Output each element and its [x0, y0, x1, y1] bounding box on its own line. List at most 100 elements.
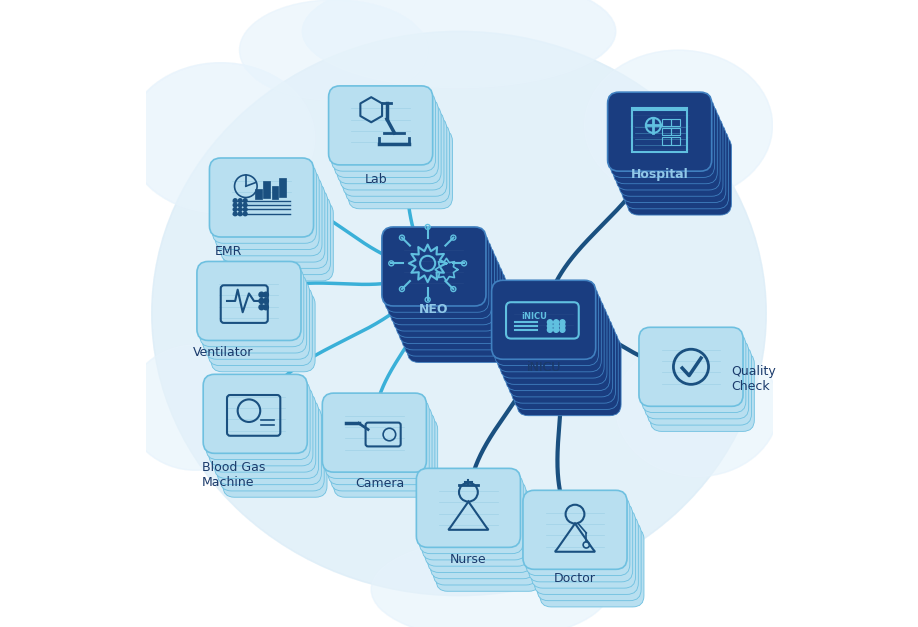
Polygon shape [296, 285, 298, 348]
Polygon shape [308, 411, 310, 473]
Text: Camera: Camera [355, 477, 405, 490]
Ellipse shape [585, 50, 773, 201]
Polygon shape [515, 492, 518, 555]
Polygon shape [522, 392, 607, 398]
FancyBboxPatch shape [436, 512, 540, 591]
Polygon shape [630, 533, 633, 596]
Polygon shape [523, 511, 526, 574]
FancyBboxPatch shape [255, 189, 263, 199]
Polygon shape [700, 103, 703, 166]
FancyBboxPatch shape [334, 98, 438, 177]
Polygon shape [298, 392, 302, 455]
Polygon shape [607, 342, 610, 404]
Polygon shape [483, 257, 486, 320]
FancyBboxPatch shape [495, 287, 599, 366]
Polygon shape [310, 417, 313, 480]
Polygon shape [619, 160, 703, 166]
Polygon shape [308, 182, 310, 245]
Polygon shape [405, 320, 488, 326]
FancyBboxPatch shape [517, 337, 621, 416]
FancyBboxPatch shape [420, 475, 523, 554]
Polygon shape [506, 354, 590, 361]
FancyBboxPatch shape [206, 280, 309, 359]
Polygon shape [342, 160, 427, 166]
Polygon shape [659, 414, 743, 420]
Ellipse shape [371, 539, 610, 627]
Polygon shape [314, 194, 317, 257]
FancyBboxPatch shape [333, 418, 438, 497]
Polygon shape [357, 191, 442, 198]
Circle shape [560, 324, 565, 329]
Ellipse shape [240, 0, 428, 100]
Circle shape [560, 327, 565, 332]
Circle shape [233, 208, 237, 211]
Polygon shape [514, 373, 599, 379]
FancyBboxPatch shape [385, 233, 488, 312]
Polygon shape [410, 332, 495, 339]
FancyBboxPatch shape [215, 399, 319, 478]
Polygon shape [214, 342, 298, 348]
Polygon shape [475, 238, 477, 301]
Polygon shape [428, 536, 512, 542]
FancyBboxPatch shape [616, 111, 720, 190]
Polygon shape [298, 292, 301, 354]
Circle shape [263, 292, 268, 297]
Circle shape [259, 305, 264, 310]
FancyBboxPatch shape [322, 393, 426, 472]
FancyBboxPatch shape [393, 252, 498, 331]
FancyBboxPatch shape [224, 189, 328, 268]
Polygon shape [650, 395, 734, 401]
FancyBboxPatch shape [208, 387, 313, 466]
Polygon shape [633, 191, 717, 198]
Polygon shape [495, 282, 498, 345]
Circle shape [243, 199, 247, 203]
Polygon shape [232, 251, 317, 257]
Circle shape [233, 199, 237, 203]
FancyBboxPatch shape [340, 111, 444, 190]
Polygon shape [420, 417, 423, 480]
Polygon shape [596, 317, 599, 379]
Polygon shape [509, 361, 593, 367]
Polygon shape [421, 97, 424, 160]
FancyBboxPatch shape [342, 117, 447, 196]
FancyBboxPatch shape [263, 181, 270, 198]
FancyBboxPatch shape [279, 178, 285, 197]
Polygon shape [393, 295, 477, 301]
Ellipse shape [151, 31, 767, 596]
Polygon shape [616, 502, 619, 564]
FancyBboxPatch shape [328, 406, 432, 485]
Polygon shape [619, 508, 621, 571]
Text: Blood Gas
Machine: Blood Gas Machine [202, 461, 265, 489]
FancyBboxPatch shape [227, 196, 330, 275]
FancyBboxPatch shape [337, 105, 442, 184]
Polygon shape [711, 129, 714, 191]
Ellipse shape [585, 50, 773, 201]
Circle shape [547, 320, 553, 325]
FancyBboxPatch shape [613, 105, 717, 184]
Polygon shape [220, 226, 305, 232]
Text: Quality
Check: Quality Check [732, 366, 777, 393]
Text: Doctor: Doctor [554, 572, 596, 586]
Polygon shape [588, 298, 590, 361]
FancyBboxPatch shape [514, 330, 618, 409]
Polygon shape [435, 129, 438, 191]
Polygon shape [230, 245, 314, 251]
Polygon shape [424, 103, 427, 166]
FancyBboxPatch shape [398, 265, 503, 344]
Polygon shape [636, 198, 720, 204]
Polygon shape [227, 238, 310, 245]
Polygon shape [498, 288, 500, 351]
Polygon shape [317, 201, 319, 263]
Polygon shape [442, 567, 526, 574]
Polygon shape [396, 301, 480, 307]
Text: NEO: NEO [420, 303, 449, 316]
Ellipse shape [127, 345, 264, 470]
Polygon shape [413, 339, 498, 345]
FancyBboxPatch shape [644, 340, 749, 419]
FancyBboxPatch shape [330, 412, 435, 491]
Polygon shape [545, 583, 630, 589]
Polygon shape [302, 169, 305, 232]
Ellipse shape [371, 539, 610, 627]
Polygon shape [601, 329, 604, 392]
Polygon shape [219, 354, 304, 361]
